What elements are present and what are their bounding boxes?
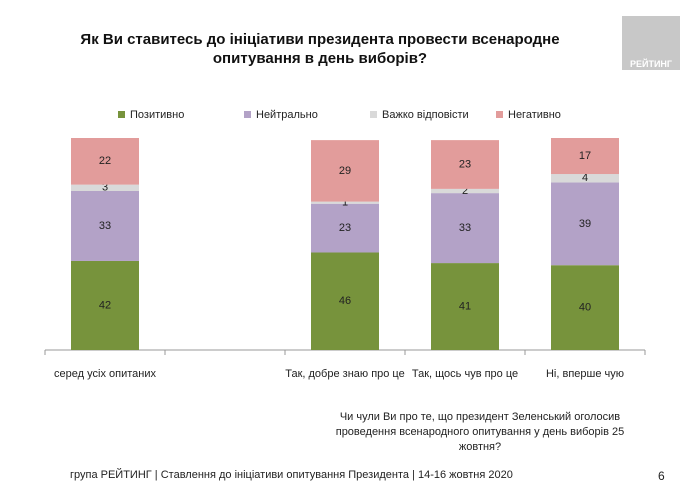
value-label: 39 bbox=[579, 218, 591, 230]
bar-segment bbox=[431, 140, 499, 189]
value-label: 22 bbox=[99, 155, 111, 167]
bar-segment bbox=[431, 263, 499, 350]
bar-segment bbox=[311, 201, 379, 204]
bar-segment bbox=[551, 174, 619, 183]
legend-label: Позитивно bbox=[130, 109, 184, 121]
value-label: 46 bbox=[339, 295, 351, 307]
x-tick-label: серед усіх опитаних bbox=[54, 368, 156, 380]
x-tick-label: Так, щось чув про це bbox=[412, 368, 518, 380]
value-label: 23 bbox=[459, 158, 471, 170]
value-label: 23 bbox=[339, 222, 351, 234]
x-tick-label: Ні, вперше чую bbox=[546, 368, 624, 380]
value-label: 41 bbox=[459, 300, 471, 312]
bar-segment bbox=[311, 140, 379, 202]
bar-segment bbox=[431, 188, 499, 194]
legend-label: Негативно bbox=[508, 109, 561, 121]
bar-segment bbox=[311, 252, 379, 350]
bar-segment bbox=[71, 191, 139, 261]
logo: РЕЙТИНГ bbox=[622, 16, 680, 70]
chart-title: Як Ви ставитесь до ініціативи президента… bbox=[80, 31, 560, 67]
page-number: 6 bbox=[658, 469, 665, 483]
value-label: 40 bbox=[579, 302, 591, 314]
bar-segment bbox=[551, 265, 619, 350]
bar-segment bbox=[71, 260, 139, 350]
value-label: 2 bbox=[462, 185, 468, 197]
bar-segment bbox=[71, 138, 139, 185]
legend-swatch bbox=[118, 111, 125, 118]
bar-segment bbox=[311, 203, 379, 253]
value-label: 33 bbox=[99, 220, 111, 232]
legend-swatch bbox=[244, 111, 251, 118]
legend-swatch bbox=[496, 111, 503, 118]
bar-segment bbox=[551, 138, 619, 175]
bar-segment bbox=[71, 184, 139, 191]
value-label: 29 bbox=[339, 165, 351, 177]
x-tick-label: Так, добре знаю про це bbox=[285, 368, 404, 380]
value-label: 42 bbox=[99, 299, 111, 311]
value-label: 4 bbox=[582, 172, 588, 184]
value-label: 1 bbox=[342, 197, 348, 209]
value-label: 33 bbox=[459, 222, 471, 234]
bar-segment bbox=[551, 182, 619, 266]
value-label: 17 bbox=[579, 150, 591, 162]
bar-segment bbox=[431, 193, 499, 264]
legend-swatch bbox=[370, 111, 377, 118]
footer: група РЕЙТИНГ | Ставлення до ініціативи … bbox=[70, 469, 513, 481]
legend-label: Важко відповісти bbox=[382, 109, 469, 121]
legend-label: Нейтрально bbox=[256, 109, 318, 121]
x-axis-title: Чи чули Ви про те, що президент Зеленськ… bbox=[335, 411, 625, 453]
value-label: 3 bbox=[102, 182, 108, 194]
